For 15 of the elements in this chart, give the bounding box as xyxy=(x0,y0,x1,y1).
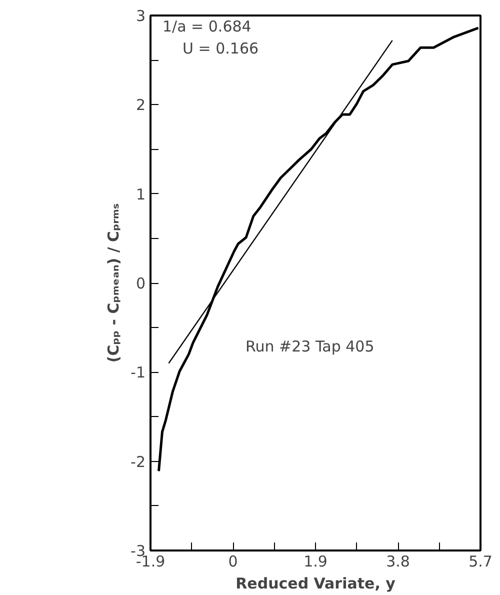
x-axis-title: Reduced Variate, y xyxy=(236,574,396,592)
y-tick-label: -2 xyxy=(130,452,146,471)
y-axis-title: (Cₚₚ - Cₚₘₑₐₙ) / Cₚᵣₘₛ xyxy=(104,203,123,363)
x-tick-label: 5.7 xyxy=(468,552,492,570)
y-tick-label: -1 xyxy=(130,364,146,382)
x-tick-label: 1.9 xyxy=(304,552,328,570)
y-tick-label: 2 xyxy=(136,96,146,114)
x-tick-label: 0 xyxy=(228,552,238,570)
x-tick-label: 3.8 xyxy=(386,552,410,570)
annotation: Run #23 Tap 405 xyxy=(246,338,374,356)
y-tick-label: 0 xyxy=(136,274,146,292)
y-tick-label: 3 xyxy=(136,7,146,25)
annotation: 1/a = 0.684 xyxy=(162,18,252,36)
annotation: U = 0.166 xyxy=(182,40,259,58)
y-tick-label: 1 xyxy=(136,185,146,204)
